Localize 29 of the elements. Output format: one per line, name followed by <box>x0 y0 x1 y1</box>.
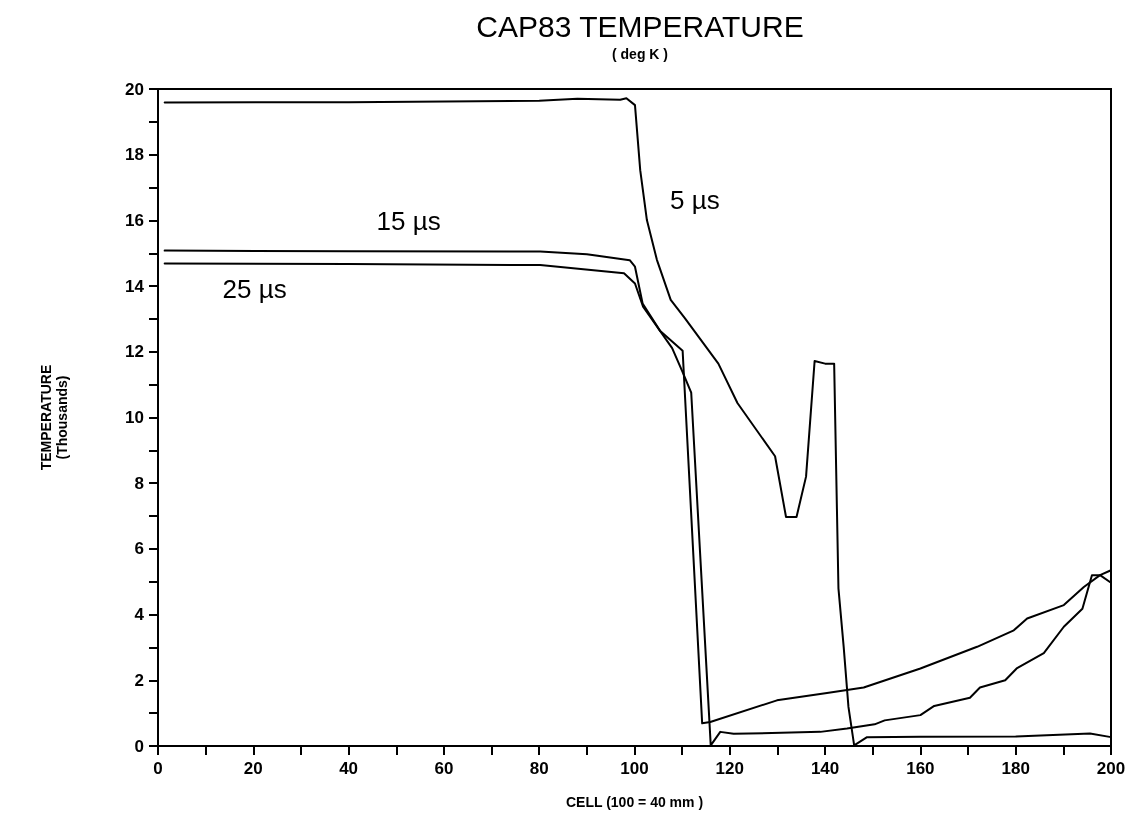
x-axis-title: CELL (100 = 40 mm ) <box>565 794 704 810</box>
y-tick-label: 0 <box>134 736 144 756</box>
x-tick-label: 180 <box>1001 759 1030 778</box>
chart-title: CAP83 TEMPERATURE <box>476 9 804 43</box>
x-tick-label: 20 <box>243 759 263 778</box>
x-tick-label: 100 <box>620 759 649 778</box>
series-label: 5 µs <box>670 185 720 216</box>
x-tick-label: 200 <box>1096 759 1126 778</box>
y-tick-label: 14 <box>125 276 145 296</box>
x-tick-label: 160 <box>906 759 935 778</box>
y-tick-label: 6 <box>134 539 144 559</box>
y-tick-label: 16 <box>125 210 144 230</box>
y-axis-title: TEMPERATURE (Thousands) <box>38 364 70 471</box>
y-tick-label: 12 <box>125 342 144 362</box>
y-tick-label: 20 <box>125 79 144 99</box>
series-label: 15 µs <box>376 206 441 237</box>
x-tick-label: 60 <box>434 759 454 778</box>
x-tick-label: 0 <box>153 759 163 778</box>
x-tick-label: 140 <box>810 759 840 778</box>
y-tick-label: 10 <box>125 408 144 427</box>
y-tick-label: 4 <box>134 605 145 625</box>
y-tick-label: 8 <box>134 473 144 493</box>
y-tick-label: 18 <box>125 145 144 165</box>
series-label: 25 µs <box>222 274 287 305</box>
x-tick-label: 120 <box>715 759 744 778</box>
chart-subtitle: ( deg K ) <box>612 46 668 62</box>
x-tick-label: 40 <box>339 759 359 778</box>
x-tick-label: 80 <box>529 759 549 778</box>
y-tick-label: 2 <box>134 670 144 690</box>
